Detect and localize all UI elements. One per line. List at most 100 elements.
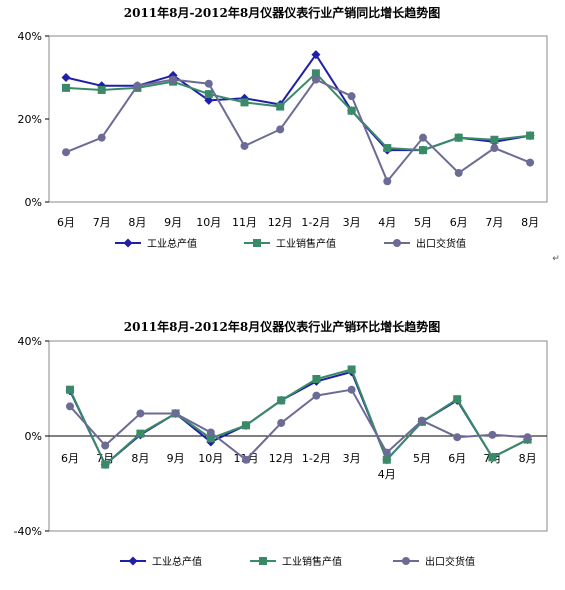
chart1-series-line-3 xyxy=(65,78,531,184)
chart1-data-point-3 xyxy=(490,144,499,153)
chart1-data-point-3 xyxy=(240,141,249,150)
chart2-x-tick-label: 12月 xyxy=(269,452,294,465)
chart1-data-point-3 xyxy=(97,133,106,142)
chart1-data-point-3 xyxy=(526,158,535,167)
chart2-data-point-3 xyxy=(312,391,321,400)
chart2-data-point-3 xyxy=(418,416,426,425)
chart2-x-tick-label: 6月 xyxy=(448,452,466,465)
chart2-data-point-2 xyxy=(347,365,356,374)
chart2: -40%0%40%6月7月8月9月10月11月12月1-2月3月4月5月6月7月… xyxy=(14,335,548,568)
chart2-x-tick-label: 6月 xyxy=(61,452,79,465)
chart1-legend-label: 工业总产值 xyxy=(147,237,197,250)
chart1-x-tick-label: 9月 xyxy=(164,216,182,229)
chart1-data-point-3 xyxy=(419,133,427,142)
chart2-x-tick-label: 1-2月 xyxy=(302,452,331,465)
chart1-x-tick-label: 8月 xyxy=(128,216,146,229)
chart1-data-point-3 xyxy=(454,168,463,177)
chart2-x-tick-label: 10月 xyxy=(198,452,223,465)
chart1-data-point-2 xyxy=(276,102,285,111)
chart1-x-tick-label: 5月 xyxy=(414,216,432,229)
chart2-series-line-1 xyxy=(69,370,529,467)
chart1-x-tick-label: 3月 xyxy=(343,216,361,229)
chart1-data-point-3 xyxy=(133,81,142,90)
chart1-data-point-2 xyxy=(454,133,463,142)
chart2-legend-label: 工业总产值 xyxy=(152,555,202,568)
chart2-data-point-2 xyxy=(488,453,497,462)
chart2-data-point-3 xyxy=(206,428,215,437)
chart1-x-tick-label: 11月 xyxy=(232,216,257,229)
chart1-x-tick-label: 8月 xyxy=(521,216,539,229)
chart1-legend-marker xyxy=(253,239,261,247)
chart1-data-point-3 xyxy=(204,79,213,88)
chart1-data-point-3 xyxy=(169,75,178,84)
chart1-data-point-3 xyxy=(383,177,392,186)
stray-return-mark: ↵ xyxy=(552,254,560,264)
chart2-data-point-3 xyxy=(136,409,145,418)
chart1-data-point-2 xyxy=(419,146,427,155)
chart2-legend-marker xyxy=(259,557,267,565)
chart1-x-tick-label: 4月 xyxy=(378,216,396,229)
chart1-data-point-2 xyxy=(97,85,106,94)
chart2-title: 2011年8月-2012年8月仪器仪表行业产销环比增长趋势图 xyxy=(124,319,440,334)
chart2-data-point-2 xyxy=(66,385,74,394)
chart2-data-point-3 xyxy=(242,455,250,464)
chart1-legend-label: 工业销售产值 xyxy=(276,237,336,250)
chart1-data-point-2 xyxy=(311,69,320,78)
chart2-y-tick-label: 40% xyxy=(18,335,42,348)
chart1: 0% 20% 40% 6月 7月 8月 9月 10月 11月 12月 1-2月 3月 4月 5月 6月 7月 8… xyxy=(18,30,548,250)
chart1-data-point-1 xyxy=(311,50,321,60)
chart1-data-point-3 xyxy=(347,92,356,101)
chart1-data-point-2 xyxy=(62,83,70,92)
chart2-data-point-2 xyxy=(312,375,321,383)
chart1-data-point-3 xyxy=(62,148,70,157)
chart2-series-line-3 xyxy=(69,388,528,462)
chart2-series-line-2 xyxy=(69,368,529,467)
chart1-data-point-2 xyxy=(204,90,213,99)
chart1-data-point-2 xyxy=(240,98,249,107)
chart1-y-tick-label: 40% xyxy=(18,30,42,43)
chart1-x-tick-label: 7月 xyxy=(485,216,503,229)
chart1-data-point-3 xyxy=(311,75,320,84)
chart2-data-point-2 xyxy=(206,434,215,443)
chart2-legend-marker xyxy=(402,557,410,565)
chart1-x-tick-label: 7月 xyxy=(93,216,111,229)
chart2-x-tick-label: 3月 xyxy=(343,452,361,465)
chart2-data-point-3 xyxy=(277,418,286,427)
chart1-data-point-3 xyxy=(276,125,285,134)
chart2-legend-label: 出口交货值 xyxy=(425,555,475,568)
chart2-data-point-2 xyxy=(101,460,110,469)
chart2-data-point-2 xyxy=(453,395,462,404)
chart1-legend-marker xyxy=(393,239,401,247)
chart1-y-tick-label: 20% xyxy=(18,113,42,126)
chart1-plot-frame xyxy=(48,35,548,203)
chart2-legend-label: 工业销售产值 xyxy=(282,555,342,568)
chart1-x-tick-label: 1-2月 xyxy=(301,216,330,229)
chart1-x-tick-label: 6月 xyxy=(450,216,468,229)
chart2-data-point-3 xyxy=(382,448,391,457)
chart2-data-point-3 xyxy=(171,409,180,418)
chart2-legend-marker xyxy=(128,556,138,566)
chart1-data-point-2 xyxy=(490,135,499,144)
chart2-y-tick-label: 0% xyxy=(25,430,42,443)
chart2-data-point-3 xyxy=(347,385,356,394)
chart1-x-tick-label: 6月 xyxy=(57,216,75,229)
chart2-x-tick-label: 5月 xyxy=(413,452,431,465)
chart1-data-point-2 xyxy=(526,131,535,140)
chart2-y-tick-label: -40% xyxy=(14,525,42,538)
chart2-data-point-2 xyxy=(242,421,250,430)
chart1-x-tick-label: 10月 xyxy=(196,216,221,229)
chart1-x-tick-label: 12月 xyxy=(268,216,293,229)
chart1-y-tick-label: 0% xyxy=(25,196,42,209)
chart1-title: 2011年8月-2012年8月仪器仪表行业产销同比增长趋势图 xyxy=(124,5,440,20)
chart2-x-tick-label: 9月 xyxy=(167,452,185,465)
chart1-data-point-2 xyxy=(383,144,392,153)
chart2-x-tick-label: 4月 xyxy=(378,468,396,481)
chart2-data-point-3 xyxy=(453,433,462,442)
chart2-data-point-2 xyxy=(136,429,145,438)
chart1-data-point-1 xyxy=(61,73,71,82)
chart2-x-tick-label: 8月 xyxy=(519,452,537,465)
chart1-legend-label: 出口交货值 xyxy=(416,237,466,250)
chart1-series-line-2 xyxy=(65,71,531,152)
chart2-data-point-2 xyxy=(277,396,286,405)
